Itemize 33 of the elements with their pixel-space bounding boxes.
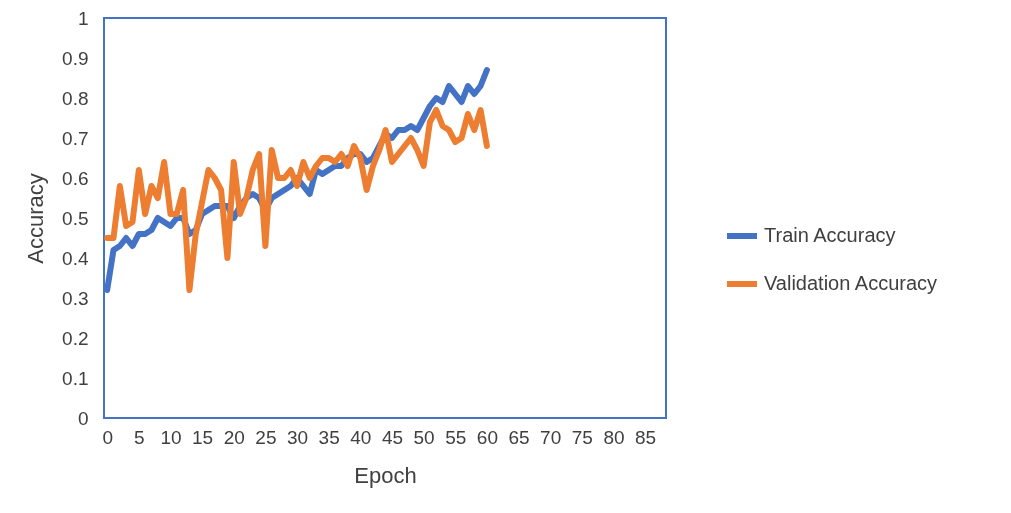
y-tick-label: 0.1 bbox=[62, 367, 89, 389]
x-tick-label: 40 bbox=[350, 426, 372, 448]
x-tick-label: 35 bbox=[318, 426, 340, 448]
y-axis-title: Accuracy bbox=[23, 173, 49, 264]
x-tick-label: 0 bbox=[102, 426, 113, 448]
y-tick-label: 0.5 bbox=[62, 207, 89, 229]
legend-label: Train Accuracy bbox=[764, 224, 896, 246]
y-tick-label: 0.6 bbox=[62, 167, 89, 189]
y-tick-label: 0.8 bbox=[62, 87, 89, 109]
x-axis-title: Epoch bbox=[354, 462, 417, 488]
y-tick-label: 0.9 bbox=[62, 47, 89, 69]
y-tick-label: 0.3 bbox=[62, 287, 89, 309]
y-tick-label: 0 bbox=[77, 407, 89, 429]
x-tick-label: 55 bbox=[445, 426, 467, 448]
x-tick-label: 30 bbox=[286, 426, 309, 448]
x-tick-label: 10 bbox=[160, 426, 182, 448]
x-tick-label: 75 bbox=[571, 426, 593, 448]
x-tick-label: 45 bbox=[381, 426, 404, 448]
x-tick-label: 20 bbox=[223, 426, 245, 448]
y-tick-label: 0.7 bbox=[62, 127, 89, 149]
y-tick-label: 0.2 bbox=[62, 327, 89, 349]
x-tick-label: 15 bbox=[192, 426, 214, 448]
x-tick-label: 65 bbox=[508, 426, 530, 448]
x-tick-label: 50 bbox=[413, 426, 435, 448]
x-tick-label: 60 bbox=[476, 426, 498, 448]
x-tick-label: 5 bbox=[134, 426, 145, 448]
legend-label: Validation Accuracy bbox=[764, 272, 938, 294]
x-tick-label: 25 bbox=[255, 426, 277, 448]
x-tick-label: 80 bbox=[603, 426, 625, 448]
y-tick-label: 0.4 bbox=[62, 247, 89, 269]
y-tick-label: 1 bbox=[77, 7, 89, 29]
x-tick-label: 70 bbox=[540, 426, 562, 448]
x-tick-label: 85 bbox=[635, 426, 657, 448]
